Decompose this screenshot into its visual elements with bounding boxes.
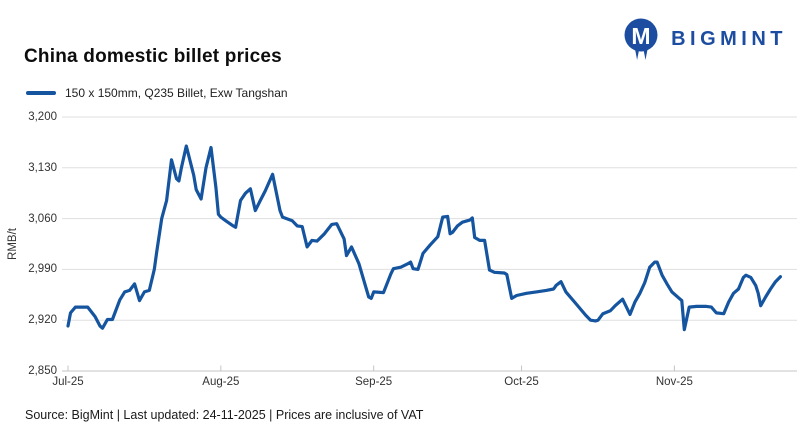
bigmint-logo: M BIGMINT <box>621 16 787 62</box>
svg-text:M: M <box>631 23 650 49</box>
chart-title: China domestic billet prices <box>24 46 282 67</box>
bigmint-m-logo-icon: M <box>621 16 662 62</box>
source-note: Source: BigMint | Last updated: 24-11-20… <box>25 408 424 422</box>
y-axis-unit-label: RMB/t <box>7 228 19 260</box>
chart-legend: 150 x 150mm, Q235 Billet, Exw Tangshan <box>26 85 288 101</box>
bigmint-logo-text: BIGMINT <box>671 27 787 50</box>
legend-line-swatch <box>26 91 56 95</box>
legend-series-label: 150 x 150mm, Q235 Billet, Exw Tangshan <box>65 86 288 100</box>
